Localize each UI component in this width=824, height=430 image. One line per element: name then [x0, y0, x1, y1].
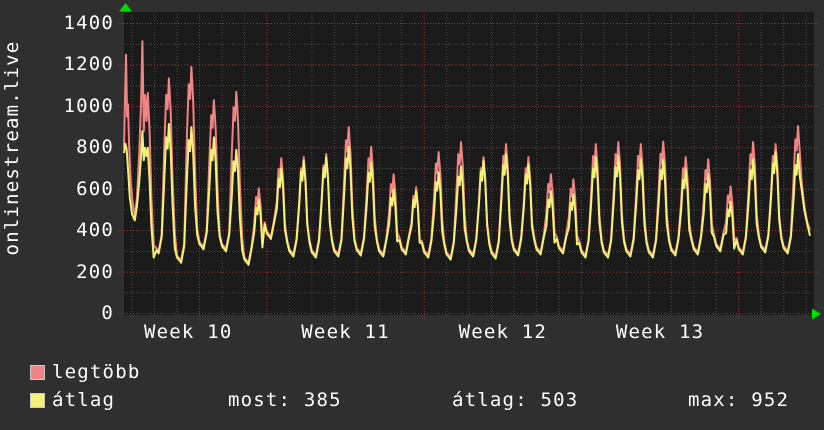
legend-label-max: legtöbb: [52, 361, 141, 383]
stat-average: átlag: 503: [452, 389, 579, 411]
legend-swatch-max: [30, 365, 45, 380]
stat-current: most: 385: [228, 389, 342, 411]
plot-area: [124, 12, 814, 315]
y-axis-label-600: 600: [76, 177, 114, 200]
x-axis-label-week-10: Week 10: [144, 321, 233, 343]
y-axis-label-0: 0: [101, 302, 114, 324]
y-axis-label-1000: 1000: [63, 94, 114, 117]
legend-swatch-avg: [30, 393, 45, 408]
y-axis-label-1400: 1400: [63, 12, 114, 34]
legend-label-avg: átlag: [52, 389, 116, 411]
y-axis-arrow-icon: [119, 3, 132, 12]
x-axis-label-week-13: Week 13: [615, 321, 705, 343]
x-axis-label-week-11: Week 11: [301, 321, 390, 343]
x-axis-label-week-12: Week 12: [458, 321, 548, 343]
y-axis-label-200: 200: [76, 260, 114, 283]
stat-max: max: 952: [688, 389, 790, 411]
y-axis-label-1200: 1200: [63, 53, 114, 76]
y-axis-label-400: 400: [76, 219, 114, 242]
y-axis-label-800: 800: [76, 136, 114, 159]
